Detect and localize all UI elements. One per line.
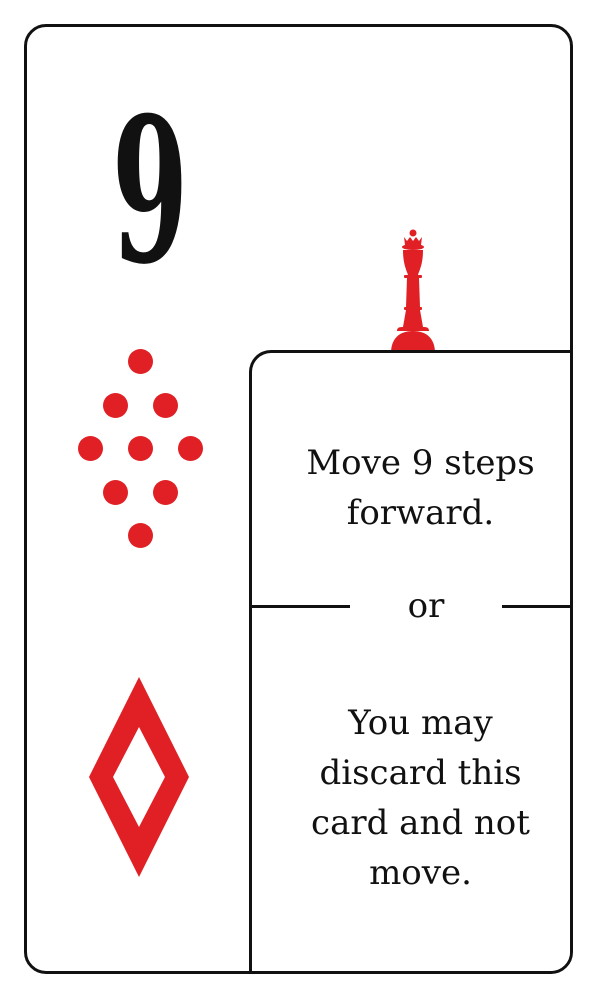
divider-line-left	[252, 605, 350, 608]
pip	[78, 436, 103, 461]
divider-or: or	[407, 586, 445, 626]
secondary-instruction-line: card and not	[311, 803, 530, 843]
primary-instruction: Move 9 steps forward.	[252, 438, 570, 538]
pip	[103, 393, 128, 418]
secondary-instruction-line: You may	[348, 703, 493, 743]
game-card[interactable]: 9 Move 9 steps forward.	[24, 24, 573, 974]
pawn-icon	[391, 229, 435, 353]
pip	[178, 436, 203, 461]
primary-instruction-line: Move 9 steps	[306, 443, 535, 483]
pip	[153, 480, 178, 505]
secondary-instruction-line: discard this	[319, 753, 522, 793]
divider-line-right	[502, 605, 570, 608]
card-rank: 9	[111, 74, 189, 309]
pip	[153, 393, 178, 418]
secondary-instruction: You may discard this card and not move.	[252, 698, 570, 898]
secondary-instruction-line: move.	[369, 853, 472, 893]
primary-instruction-line: forward.	[346, 493, 495, 533]
pip-cluster	[77, 337, 207, 548]
pip	[128, 436, 153, 461]
pip	[128, 523, 153, 548]
diamond-icon	[89, 677, 189, 877]
pip	[128, 349, 153, 374]
instruction-panel: Move 9 steps forward. or You may discard…	[249, 350, 570, 971]
pip	[103, 480, 128, 505]
